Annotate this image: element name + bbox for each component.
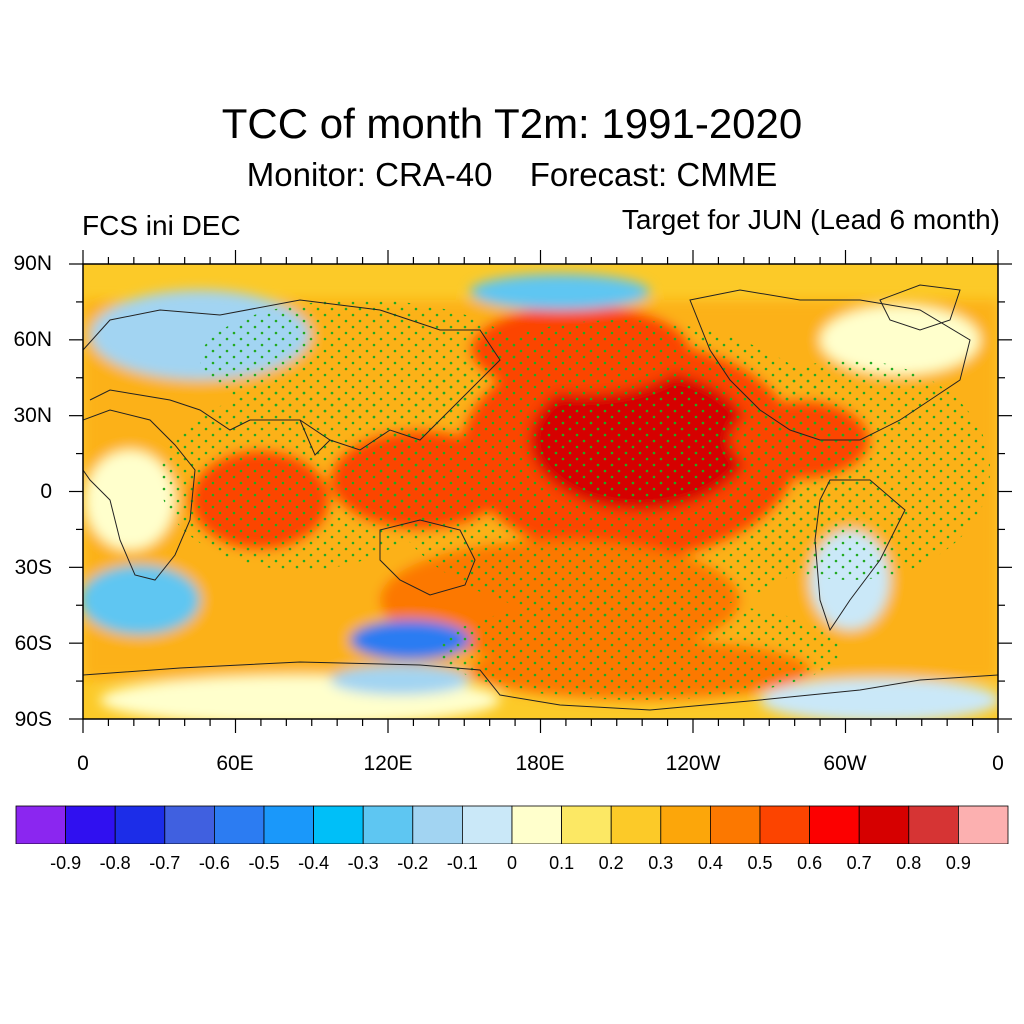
colorbar-tick-label: 0.1 <box>549 853 575 873</box>
colorbar-swatch <box>710 805 761 844</box>
coast-eurasia <box>83 299 501 451</box>
monitor-label: Monitor: CRA-40 <box>246 156 493 193</box>
colorbar-swatch <box>958 805 1009 844</box>
colorbar-tick-label: -0.7 <box>149 853 181 873</box>
colorbar-tick-label: -0.2 <box>397 853 429 873</box>
stipple-atlantic <box>710 360 990 580</box>
colorbar-swatch <box>412 805 463 844</box>
colorbar-swatch <box>908 805 959 844</box>
colorbar-swatch <box>759 805 810 844</box>
lat-label-90n: 90N <box>13 252 52 275</box>
lat-label-90s: 90S <box>14 708 52 731</box>
lat-label-60n: 60N <box>13 328 52 351</box>
colorbar-tick-label: -0.9 <box>50 853 82 873</box>
coast-greenland <box>879 284 961 331</box>
colorbar-swatch <box>461 805 513 844</box>
axis-ticks <box>69 250 1012 733</box>
colorbar-swatch <box>15 805 66 844</box>
stipple-eurasia <box>200 300 520 420</box>
colorbar-tick-label: 0.9 <box>945 853 971 873</box>
field-antarctic-blue <box>330 665 470 695</box>
coast-south-america <box>814 479 906 632</box>
field-south-atlantic-blue <box>83 565 200 635</box>
colorbar-swatch <box>362 805 414 844</box>
lon-label-120w: 120W <box>665 752 721 775</box>
colorbar-swatch <box>213 805 265 844</box>
field-africa-light <box>85 450 175 550</box>
colorbar-swatch <box>65 805 116 844</box>
colorbar-tick-label: -0.6 <box>198 853 230 873</box>
coast-north-america <box>689 289 971 441</box>
stipple-indian <box>160 390 440 570</box>
lon-label-120e: 120E <box>363 752 413 775</box>
colorbar-swatch <box>164 805 215 844</box>
colorbar <box>15 805 1009 844</box>
colorbar-swatch <box>313 805 364 844</box>
coast-india <box>299 419 331 456</box>
init-label: FCS ini DEC <box>82 210 241 241</box>
lat-label-30n: 30N <box>13 404 52 427</box>
lon-label-60w: 60W <box>823 752 867 775</box>
colorbar-swatch <box>858 805 910 844</box>
colorbar-swatch <box>660 805 711 844</box>
coast-australia <box>379 519 476 596</box>
coastlines <box>83 284 998 711</box>
colorbar-tick-label: 0.6 <box>797 853 823 873</box>
coast-antarctica <box>83 661 998 711</box>
lon-label-60e: 60E <box>216 752 254 775</box>
colorbar-swatch <box>114 805 166 844</box>
chart-title: TCC of month T2m: 1991-2020 <box>221 100 803 147</box>
colorbar-swatch <box>263 805 314 844</box>
target-label: Target for JUN (Lead 6 month) <box>621 204 1000 235</box>
colorbar-tick-label: 0.2 <box>598 853 624 873</box>
colorbar-tick-label: -0.4 <box>298 853 330 873</box>
lat-label-60s: 60S <box>14 632 52 655</box>
lat-label-30s: 30S <box>14 556 52 579</box>
colorbar-tick-label: 0.3 <box>648 853 674 873</box>
field-arctic-blue <box>470 274 650 310</box>
lon-label-0: 0 <box>77 752 89 775</box>
colorbar-tick-label: 0 <box>506 853 517 873</box>
lat-label-eq: 0 <box>40 480 52 503</box>
field-antarctic-light2 <box>760 678 998 719</box>
colorbar-tick-label: -0.1 <box>446 853 478 873</box>
coast-africa <box>83 409 196 581</box>
colorbar-tick-label: -0.8 <box>99 853 131 873</box>
colorbar-tick-label: 0.8 <box>896 853 922 873</box>
chart-subtitle: Monitor: CRA-40 Forecast: CMME <box>0 156 1024 194</box>
colorbar-tick-label: -0.5 <box>248 853 280 873</box>
colorbar-tick-label: 0.7 <box>846 853 872 873</box>
forecast-label: Forecast: CMME <box>529 156 778 193</box>
colorbar-tick-label: 0.4 <box>697 853 723 873</box>
lon-label-0-end: 0 <box>992 752 1004 775</box>
lon-label-180e: 180E <box>515 752 565 775</box>
colorbar-swatch <box>511 805 562 844</box>
colorbar-tick-label: -0.3 <box>347 853 379 873</box>
stipple-pacific <box>380 320 860 620</box>
colorbar-tick-label: 0.5 <box>747 853 773 873</box>
colorbar-swatch <box>561 805 612 844</box>
stipple-southern <box>440 600 840 700</box>
colorbar-swatch <box>610 805 662 844</box>
correlation-map <box>69 250 1012 733</box>
colorbar-swatch <box>809 805 860 844</box>
